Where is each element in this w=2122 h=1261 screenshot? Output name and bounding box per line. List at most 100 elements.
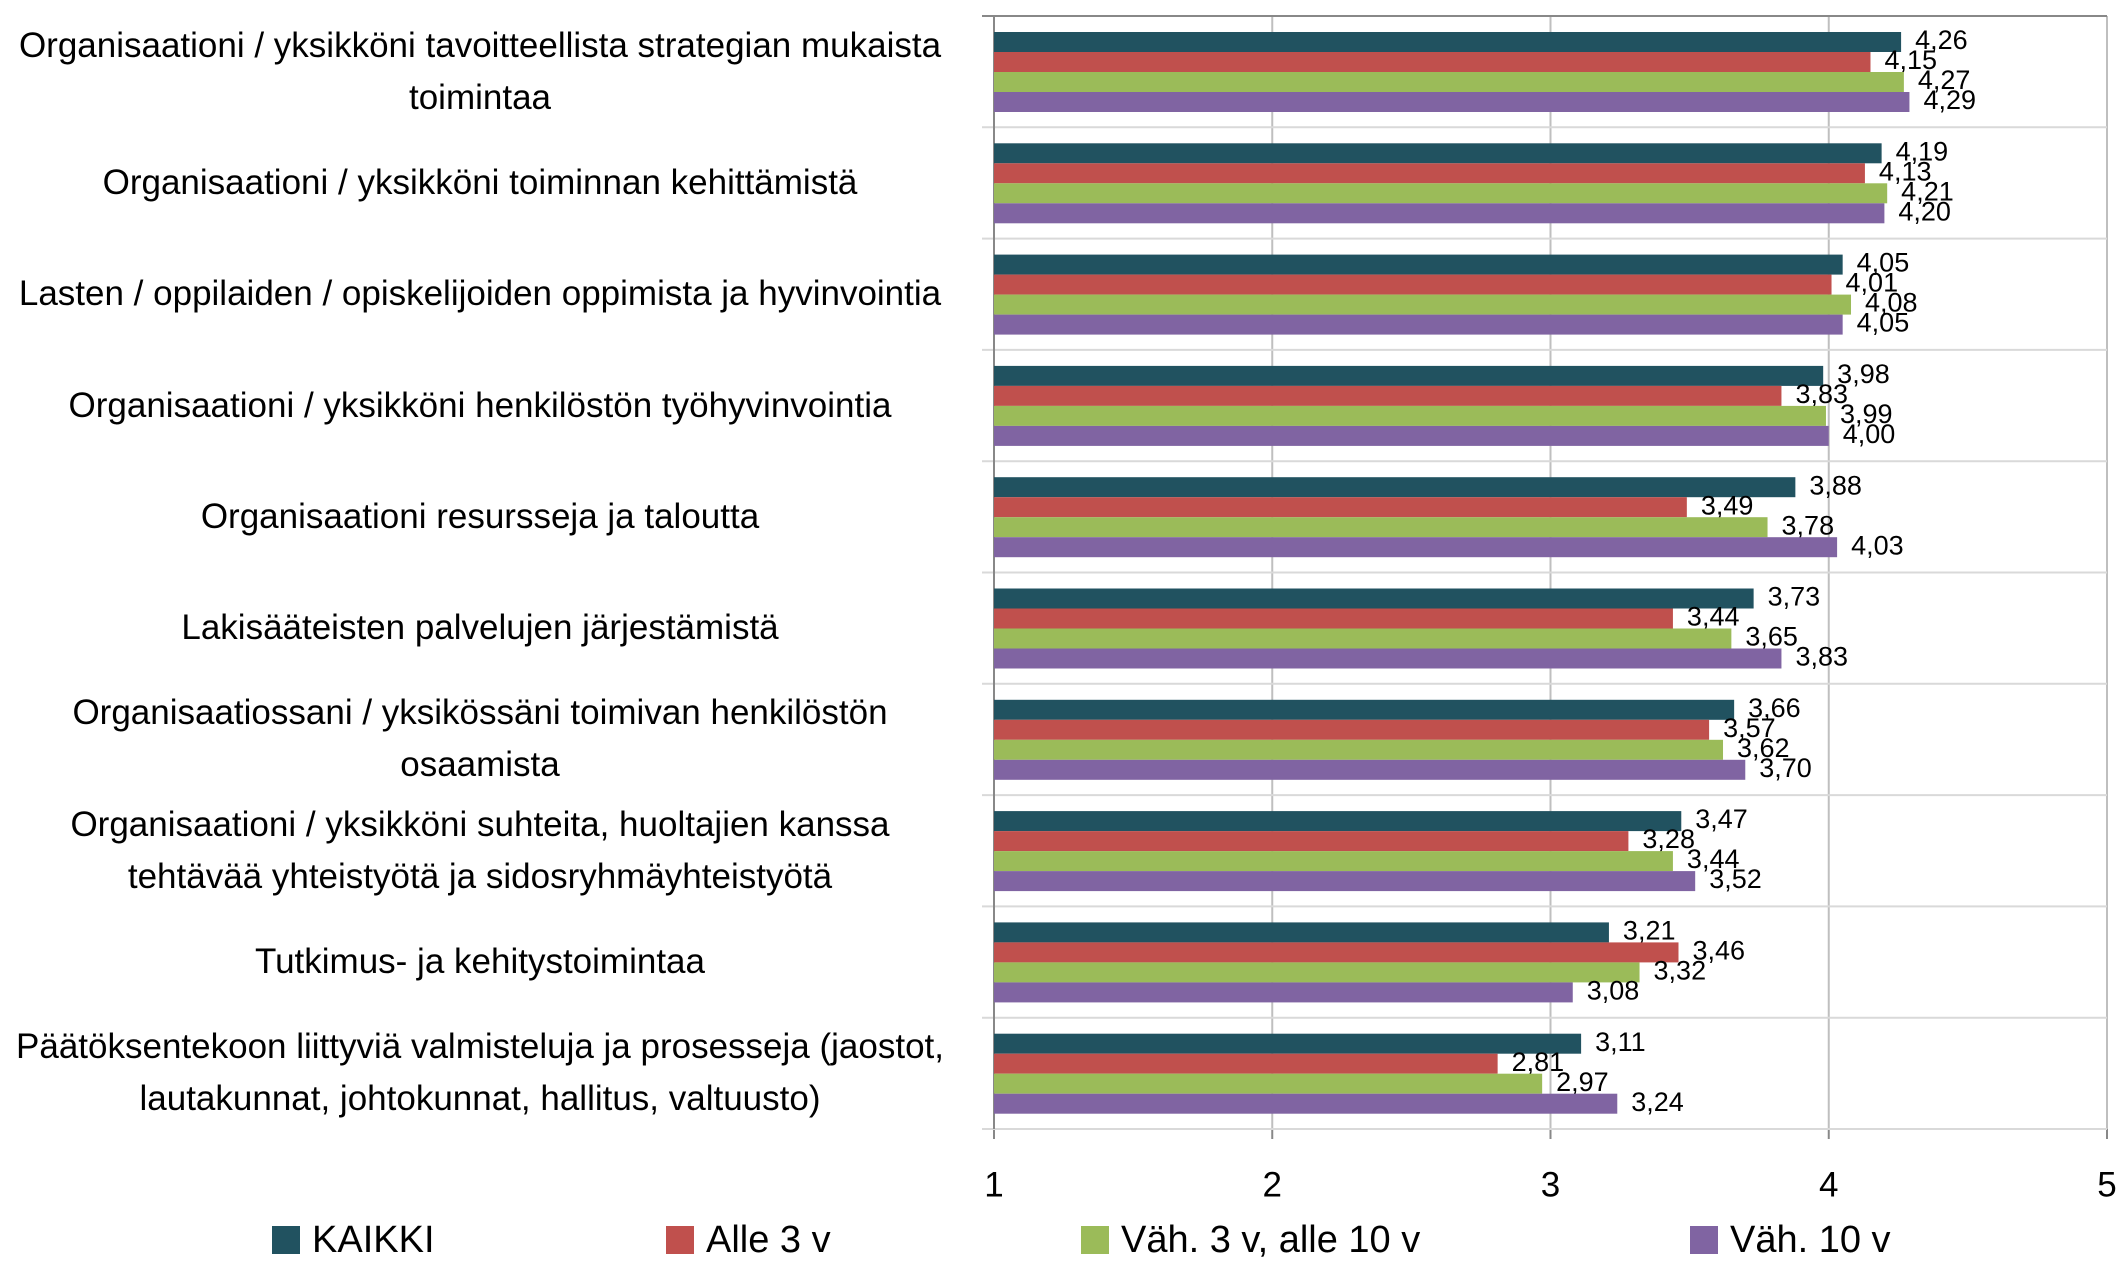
bar — [994, 477, 1796, 498]
bar — [994, 517, 1768, 538]
bar — [994, 425, 1829, 446]
bar — [994, 405, 1826, 426]
legend-swatch — [272, 1226, 300, 1254]
bar — [994, 537, 1838, 558]
category-label: Organisaationi / yksikköni henkilöstön t… — [68, 385, 892, 425]
bar — [994, 1033, 1582, 1054]
bar — [994, 982, 1573, 1003]
category-label: Lakisääteisten palvelujen järjestämistä — [181, 608, 779, 648]
value-label: 3,66 — [1748, 693, 1801, 723]
value-label: 3,11 — [1595, 1027, 1646, 1057]
value-label: 3,24 — [1631, 1087, 1684, 1117]
bar — [994, 811, 1682, 832]
bar — [994, 739, 1724, 760]
bar — [994, 254, 1843, 275]
bar — [994, 274, 1832, 295]
value-label: 4,21 — [1901, 176, 1954, 206]
value-label: 4,29 — [1923, 85, 1976, 115]
value-label: 4,27 — [1918, 65, 1971, 95]
value-label: 4,20 — [1898, 196, 1951, 226]
value-label: 4,03 — [1851, 530, 1904, 560]
bar — [994, 588, 1754, 609]
x-tick-label: 1 — [984, 1165, 1003, 1204]
bar — [994, 32, 1902, 52]
bar — [994, 365, 1824, 386]
x-tick-label: 2 — [1263, 1165, 1282, 1204]
value-label: 3,70 — [1759, 753, 1812, 783]
legend-label: Väh. 3 v, alle 10 v — [1121, 1219, 1420, 1261]
legend-swatch — [1690, 1226, 1718, 1254]
value-label: 4,05 — [1857, 308, 1910, 338]
value-label: 3,44 — [1687, 602, 1740, 632]
legend-swatch — [1081, 1226, 1109, 1254]
legend-label: Väh. 10 v — [1730, 1219, 1891, 1261]
value-label: 4,08 — [1865, 288, 1918, 318]
value-label: 4,00 — [1843, 419, 1896, 449]
value-label: 3,28 — [1642, 824, 1695, 854]
value-label: 3,52 — [1709, 864, 1762, 894]
bar — [994, 962, 1640, 983]
x-tick-label: 3 — [1541, 1165, 1560, 1204]
bar — [994, 497, 1687, 518]
bar — [994, 831, 1629, 852]
value-label: 4,26 — [1915, 25, 1968, 55]
value-label: 3,83 — [1795, 379, 1848, 409]
value-label: 3,46 — [1692, 936, 1745, 966]
value-label: 4,19 — [1896, 136, 1949, 166]
value-label: 3,98 — [1837, 359, 1890, 389]
bar — [994, 1073, 1543, 1094]
bar — [994, 183, 1888, 204]
category-label: Organisaationi / yksikköni tavoitteellis… — [18, 25, 942, 117]
bar — [994, 52, 1871, 72]
category-label: Organisaationi / yksikköni suhteita, huo… — [70, 804, 890, 896]
bar — [994, 699, 1735, 720]
category-label: Päätöksentekoon liittyviä valmisteluja j… — [16, 1027, 944, 1119]
category-label: Tutkimus- ja kehitystoimintaa — [255, 942, 705, 982]
value-label: 2,97 — [1556, 1067, 1609, 1097]
value-label: 3,44 — [1687, 844, 1740, 874]
bar — [994, 385, 1782, 406]
bar — [994, 163, 1865, 184]
value-label: 3,88 — [1809, 470, 1862, 500]
bar — [994, 1093, 1618, 1114]
category-label: Lasten / oppilaiden / opiskelijoiden opp… — [18, 274, 942, 314]
bar — [994, 92, 1910, 112]
value-label: 3,47 — [1695, 804, 1748, 834]
value-label: 4,05 — [1857, 248, 1910, 278]
category-label: Organisaatiossani / yksikössäni toimivan… — [72, 693, 888, 785]
value-label: 3,99 — [1840, 399, 1893, 429]
value-label: 4,01 — [1846, 268, 1899, 298]
bar — [994, 871, 1696, 892]
value-label: 3,83 — [1795, 642, 1848, 672]
category-label: Organisaationi resursseja ja taloutta — [200, 496, 760, 536]
bar — [994, 314, 1843, 335]
bar — [994, 942, 1679, 963]
category-label: Organisaationi / yksikköni toiminnan keh… — [102, 162, 858, 202]
bar — [994, 143, 1882, 164]
value-label: 3,65 — [1745, 622, 1798, 652]
bar — [994, 1053, 1498, 1074]
value-label: 3,08 — [1587, 976, 1640, 1006]
value-label: 3,49 — [1701, 490, 1754, 520]
bar — [994, 851, 1673, 872]
x-tick-label: 4 — [1819, 1165, 1838, 1204]
x-tick-label: 5 — [2097, 1165, 2116, 1204]
value-label: 3,21 — [1623, 916, 1676, 946]
value-label: 3,32 — [1654, 956, 1707, 986]
bar — [994, 759, 1746, 780]
value-label: 2,81 — [1512, 1047, 1565, 1077]
legend-swatch — [666, 1226, 694, 1254]
bar — [994, 628, 1732, 649]
legend-label: KAIKKI — [312, 1219, 435, 1261]
bar — [994, 608, 1673, 629]
bar — [994, 648, 1782, 669]
bar — [994, 72, 1904, 92]
bar — [994, 922, 1609, 943]
value-label: 4,13 — [1879, 156, 1932, 186]
value-label: 3,62 — [1737, 733, 1790, 763]
legend-label: Alle 3 v — [706, 1219, 831, 1261]
value-label: 4,15 — [1884, 45, 1937, 75]
value-label: 3,78 — [1782, 510, 1835, 540]
